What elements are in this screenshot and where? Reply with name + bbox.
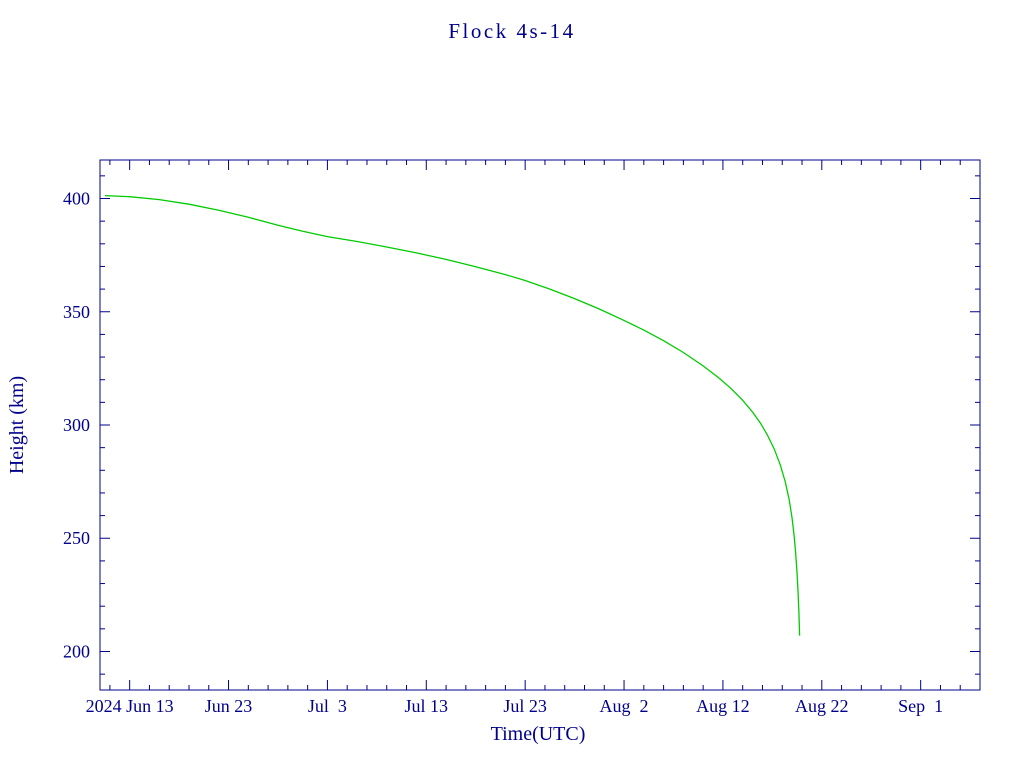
y-tick-label: 300 xyxy=(63,415,90,435)
x-tick-label: Sep 1 xyxy=(898,696,943,716)
x-tick-label: Aug 2 xyxy=(600,696,649,716)
axis-tick-labels: 2024 Jun 13 Jun 23 Jul 3 Jul 13 Jul 23 Aug 2 A… xyxy=(63,189,943,716)
x-tick-label: Jul 13 xyxy=(405,696,449,716)
x-tick-label: Jun 23 xyxy=(205,696,253,716)
x-tick-label: Jul 3 xyxy=(308,696,347,716)
chart-title: Flock 4s-14 xyxy=(448,19,575,43)
x-tick-label: 2024 Jun 13 xyxy=(86,696,174,716)
x-tick-label: Jul 23 xyxy=(503,696,547,716)
x-axis-title: Time(UTC) xyxy=(491,723,586,745)
y-axis-title: Height (km) xyxy=(6,376,28,474)
y-tick-label: 250 xyxy=(63,528,90,548)
x-tick-label: Aug 22 xyxy=(795,696,849,716)
y-tick-label: 400 xyxy=(63,189,90,209)
y-tick-label: 200 xyxy=(63,641,90,661)
height-decay-curve xyxy=(104,194,801,636)
plot-border xyxy=(99,159,981,691)
x-tick-label: Aug 12 xyxy=(696,696,750,716)
y-tick-label: 350 xyxy=(63,302,90,322)
axis-tick-marks xyxy=(100,160,981,690)
